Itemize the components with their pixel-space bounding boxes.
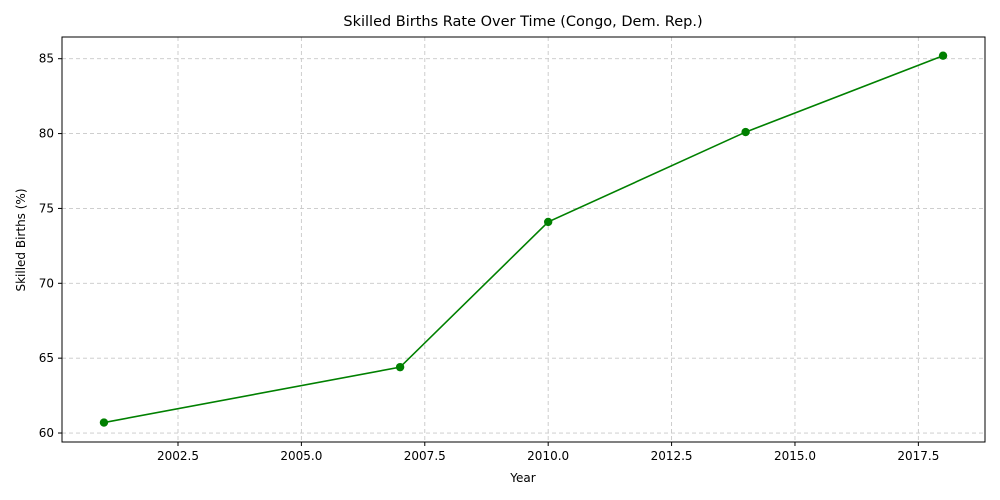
x-axis-label: Year xyxy=(509,471,535,485)
y-tick-label: 80 xyxy=(39,127,54,141)
x-tick-label: 2017.5 xyxy=(897,449,939,463)
y-tick-label: 65 xyxy=(39,351,54,365)
y-tick-label: 70 xyxy=(39,276,54,290)
y-tick-label: 60 xyxy=(39,426,54,440)
data-point xyxy=(395,362,405,372)
x-tick-label: 2012.5 xyxy=(651,449,693,463)
data-point xyxy=(741,127,750,137)
x-tick-label: 2005.0 xyxy=(280,449,322,463)
x-tick-label: 2010.0 xyxy=(527,449,569,463)
data-point xyxy=(938,51,948,60)
y-axis-label: Skilled Births (%) xyxy=(14,188,28,291)
grid-lines xyxy=(62,37,985,442)
chart-title: Skilled Births Rate Over Time (Congo, De… xyxy=(343,14,702,30)
x-tick-label: 2007.5 xyxy=(404,449,446,463)
y-tick-label: 85 xyxy=(39,52,54,66)
data-point xyxy=(543,217,553,227)
plot-frame xyxy=(61,36,986,443)
series-line xyxy=(103,54,944,424)
x-tick-label: 2002.5 xyxy=(157,449,199,463)
data-point xyxy=(99,418,109,427)
axis-ticks: 2002.5 2005.0 2007.5 2010.0 2012.5 2015.0 2017… xyxy=(39,52,940,463)
series-layer xyxy=(99,51,948,427)
y-tick-label: 75 xyxy=(39,201,54,215)
x-tick-label: 2015.0 xyxy=(774,449,816,463)
